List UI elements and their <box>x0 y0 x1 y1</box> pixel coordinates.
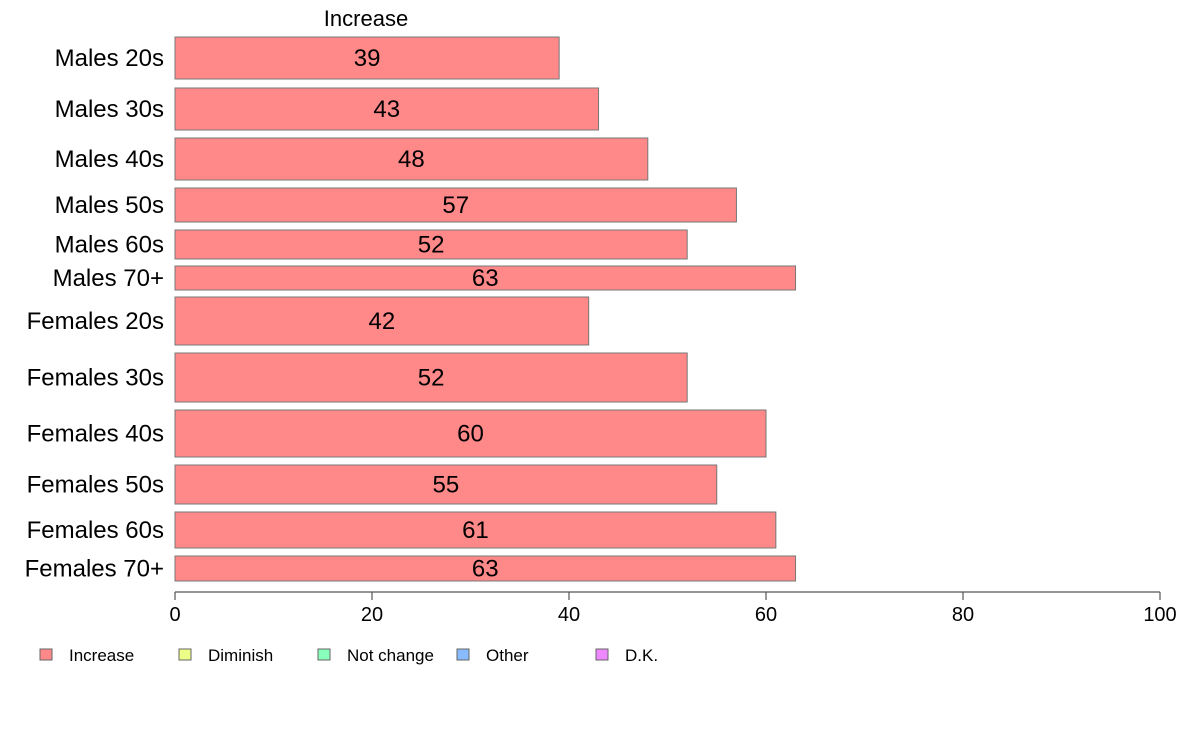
legend-label-other: Other <box>486 646 529 665</box>
category-label-males-70plus: Males 70+ <box>53 265 164 292</box>
bar-value-males-30s: 43 <box>373 96 400 123</box>
bar-females-20s <box>174 296 590 346</box>
legend: Increase Diminish Not change Other D.K. <box>39 646 658 665</box>
bar-females-30s <box>174 352 688 403</box>
bar-value-males-40s: 48 <box>398 146 425 173</box>
bar-females-50s <box>174 464 718 505</box>
category-label-males-20s: Males 20s <box>55 45 164 72</box>
bars-group: Males 20s 39 Males 30s 43 Males 40s 48 Males 5… <box>25 36 797 583</box>
legend-label-diminish: Diminish <box>208 646 273 665</box>
category-label-females-70plus: Females 70+ <box>25 556 164 583</box>
category-label-males-60s: Males 60s <box>55 232 164 259</box>
category-label-females-50s: Females 50s <box>27 472 164 499</box>
bar-females-40s <box>174 409 767 458</box>
bar-males-40s <box>174 137 649 181</box>
bar-value-females-20s: 42 <box>368 308 395 335</box>
bar-males-60s <box>174 229 688 260</box>
bar-males-20s <box>174 36 560 80</box>
bar-value-females-60s: 61 <box>462 517 489 544</box>
column-header-increase: Increase <box>324 6 408 31</box>
category-label-females-40s: Females 40s <box>27 421 164 448</box>
legend-label-d-k: D.K. <box>625 646 658 665</box>
x-tick-label-100: 100 <box>1143 604 1176 626</box>
x-tick-label-60: 60 <box>755 604 777 626</box>
category-label-females-30s: Females 30s <box>27 365 164 392</box>
bar-value-males-50s: 57 <box>442 192 469 219</box>
bar-males-30s <box>174 87 600 131</box>
legend-swatch-other <box>456 648 470 661</box>
bar-value-males-20s: 39 <box>354 45 381 72</box>
bar-value-females-30s: 52 <box>418 365 445 392</box>
category-label-males-50s: Males 50s <box>55 192 164 219</box>
bar-males-70plus <box>174 265 797 291</box>
legend-swatch-not-change <box>317 648 331 661</box>
legend-swatch-increase <box>39 648 53 661</box>
legend-swatch-diminish <box>178 648 192 661</box>
bar-females-70plus <box>174 555 797 582</box>
bar-value-females-70plus: 63 <box>472 556 499 583</box>
x-tick-label-80: 80 <box>952 604 974 626</box>
category-label-females-60s: Females 60s <box>27 517 164 544</box>
x-tick-label-40: 40 <box>558 604 580 626</box>
x-axis-ticks: 0 20 40 60 80 100 <box>169 592 1177 626</box>
category-label-males-30s: Males 30s <box>55 96 164 123</box>
x-tick-label-0: 0 <box>169 604 180 626</box>
bar-value-males-70plus: 63 <box>472 265 499 292</box>
category-label-males-40s: Males 40s <box>55 146 164 173</box>
bar-females-60s <box>174 511 777 549</box>
bar-value-females-50s: 55 <box>433 472 460 499</box>
legend-swatch-d-k <box>595 648 609 661</box>
bar-value-males-60s: 52 <box>418 232 445 259</box>
legend-label-not-change: Not change <box>347 646 434 665</box>
bar-males-50s <box>174 187 737 223</box>
legend-label-increase: Increase <box>69 646 134 665</box>
category-label-females-20s: Females 20s <box>27 308 164 335</box>
x-tick-label-20: 20 <box>361 604 383 626</box>
bar-value-females-40s: 60 <box>457 421 484 448</box>
